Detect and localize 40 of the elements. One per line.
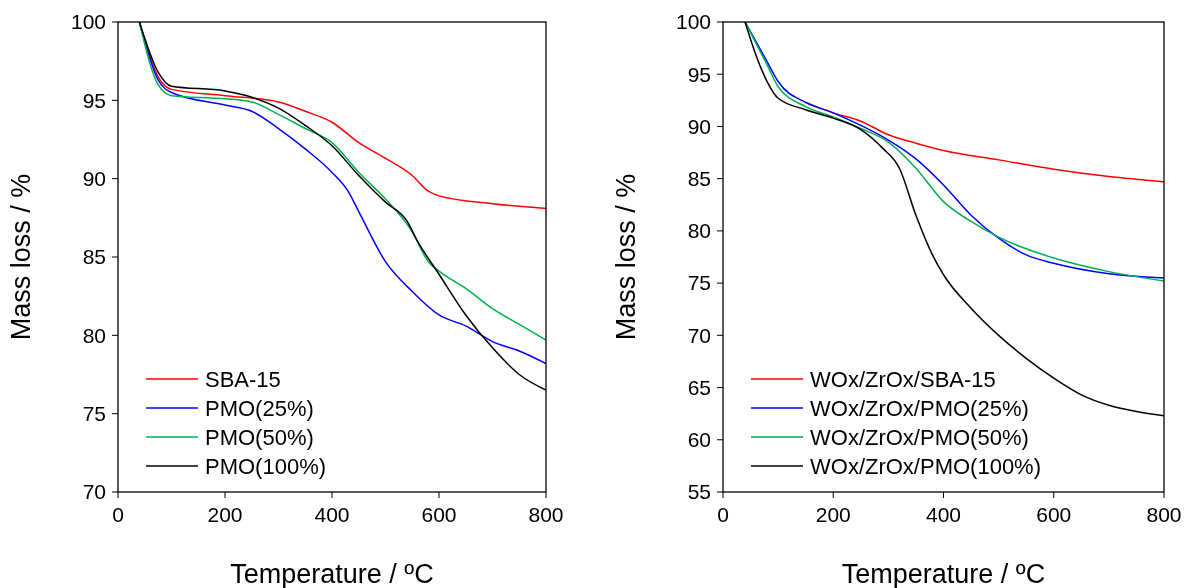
- legend-label: PMO(100%): [205, 453, 327, 479]
- y-tick-label: 60: [687, 428, 711, 452]
- y-tick-label: 55: [687, 480, 711, 504]
- y-tick-label: 100: [675, 10, 711, 34]
- y-tick-label: 95: [687, 62, 711, 86]
- y-tick-label: 100: [70, 10, 106, 34]
- x-tick-label: 600: [1036, 503, 1072, 526]
- x-tick-label: 600: [421, 503, 457, 526]
- y-tick-label: 85: [687, 167, 711, 191]
- y-axis-title: Mass loss / %: [611, 173, 641, 341]
- x-axis-title: Temperature / ºC: [841, 559, 1046, 588]
- y-tick-label: 85: [82, 245, 106, 269]
- x-tick-label: 800: [1146, 503, 1182, 526]
- legend-label: WOx/ZrOx/PMO(50%): [810, 424, 1029, 450]
- y-tick-label: 90: [82, 167, 106, 191]
- y-tick-label: 65: [687, 375, 711, 399]
- y-tick-label: 80: [687, 219, 711, 243]
- y-tick-label: 75: [82, 402, 106, 426]
- legend-label: SBA-15: [205, 366, 281, 392]
- x-tick-label: 0: [717, 503, 729, 526]
- x-tick-label: 400: [314, 503, 350, 526]
- legend-label: WOx/ZrOx/PMO(25%): [810, 395, 1029, 421]
- legend-label: WOx/ZrOx/SBA-15: [810, 366, 996, 392]
- x-tick-label: 200: [207, 503, 243, 526]
- line-series: [804, 101, 1164, 183]
- y-tick-label: 70: [687, 323, 711, 347]
- x-tick-label: 800: [528, 503, 564, 526]
- x-axis-title: Temperature / ºC: [230, 559, 434, 588]
- y-tick-label: 80: [82, 323, 106, 347]
- x-tick-label: 200: [815, 503, 851, 526]
- x-tick-label: 400: [925, 503, 962, 526]
- legend-label: PMO(50%): [205, 424, 314, 450]
- y-tick-label: 75: [687, 271, 711, 295]
- y-tick-label: 90: [687, 114, 711, 138]
- y-tick-label: 95: [82, 88, 106, 112]
- y-tick-label: 70: [82, 480, 106, 504]
- legend-label: PMO(25%): [205, 395, 314, 421]
- legend-label: WOx/ZrOx/PMO(100%): [810, 453, 1042, 479]
- x-tick-label: 0: [112, 503, 124, 526]
- y-axis-title: Mass loss / %: [6, 173, 36, 341]
